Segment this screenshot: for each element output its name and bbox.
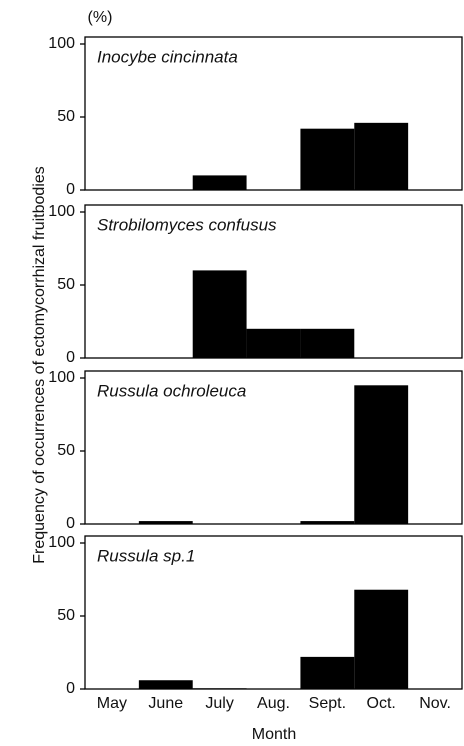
y-tick-label: 0 xyxy=(66,680,75,697)
panel-title: Russula ochroleuca xyxy=(97,381,246,400)
panel-title: Inocybe cincinnata xyxy=(97,47,238,66)
y-tick-label: 50 xyxy=(57,108,75,125)
bar xyxy=(138,521,193,524)
y-tick-label: 50 xyxy=(57,607,75,624)
x-tick-label: Nov. xyxy=(419,695,451,712)
bar xyxy=(192,688,247,689)
y-tick-label: 100 xyxy=(48,35,75,52)
bar xyxy=(354,589,409,689)
bar xyxy=(192,175,247,190)
y-tick-label: 0 xyxy=(66,515,75,532)
x-axis-label: Month xyxy=(252,726,296,743)
y-tick-label: 100 xyxy=(48,369,75,386)
x-tick-label: Aug. xyxy=(257,695,290,712)
y-tick-label: 50 xyxy=(57,442,75,459)
y-tick-label: 0 xyxy=(66,181,75,198)
panel-title: Russula sp.1 xyxy=(97,546,195,565)
y-unit: (%) xyxy=(88,9,113,26)
bar xyxy=(192,270,247,358)
bar xyxy=(300,521,355,524)
x-tick-label: Sept. xyxy=(309,695,346,712)
panel-frame xyxy=(84,36,463,191)
y-tick-label: 100 xyxy=(48,534,75,551)
x-tick-label: May xyxy=(97,695,127,712)
panel-frame xyxy=(84,535,463,690)
bar xyxy=(354,385,409,524)
y-tick-label: 0 xyxy=(66,349,75,366)
bar xyxy=(300,328,355,358)
bar xyxy=(300,128,355,190)
panel-frame xyxy=(84,370,463,525)
panel-title: Strobilomyces confusus xyxy=(97,215,277,234)
bar xyxy=(246,328,301,358)
bar xyxy=(300,656,355,689)
y-tick-label: 50 xyxy=(57,276,75,293)
y-axis-label: Frequency of occurrences of ectomycorrhi… xyxy=(31,166,48,564)
x-tick-label: June xyxy=(148,695,183,712)
x-tick-label: Oct. xyxy=(367,695,396,712)
bar xyxy=(354,122,409,190)
x-tick-label: July xyxy=(205,695,233,712)
y-tick-label: 100 xyxy=(48,203,75,220)
bar xyxy=(138,680,193,689)
